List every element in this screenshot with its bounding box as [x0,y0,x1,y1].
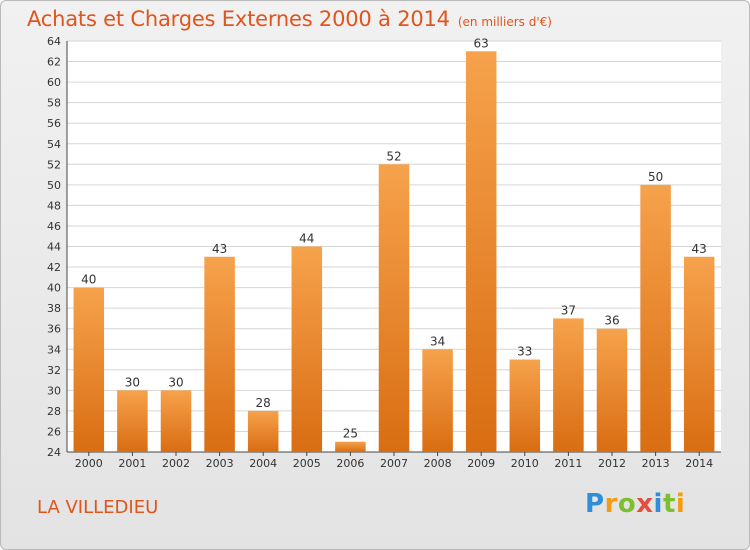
bar-2008 [422,349,453,452]
x-tick-label-2004: 2004 [249,457,277,470]
y-tick-label: 52 [47,158,61,171]
data-label-2007: 52 [386,149,401,163]
x-tick-label-2009: 2009 [467,457,495,470]
data-label-2010: 33 [517,345,532,359]
y-tick-label: 36 [47,323,61,336]
data-label-2013: 50 [648,170,663,184]
chart-title-text: Achats et Charges Externes 2000 à 2014 [27,7,450,31]
bar-2004 [247,410,279,452]
y-tick-label: 64 [47,35,61,48]
data-label-2014: 43 [692,242,707,256]
data-label-2004: 28 [256,396,271,410]
data-label-2012: 36 [604,314,619,328]
y-tick-label: 56 [47,117,61,130]
y-tick-label: 32 [47,364,61,377]
x-tick-label-2014: 2014 [685,457,713,470]
y-tick-label: 46 [47,220,61,233]
x-tick-label-2010: 2010 [511,457,539,470]
bar-2006 [335,441,366,452]
y-tick-label: 44 [47,241,61,254]
x-tick-label-2006: 2006 [336,457,364,470]
x-tick-label-2007: 2007 [380,457,408,470]
data-label-2005: 44 [299,232,314,246]
data-label-2003: 43 [212,242,227,256]
x-tick-label-2011: 2011 [554,457,582,470]
y-tick-label: 48 [47,199,61,212]
bar-2009 [465,51,497,453]
x-tick-label-2001: 2001 [118,457,146,470]
data-label-2002: 30 [168,375,183,389]
x-tick-label-2002: 2002 [162,457,190,470]
proxiti-logo: Proxiti [585,489,686,519]
bar-2000 [73,287,105,452]
data-label-2000: 40 [81,273,96,287]
y-tick-label: 38 [47,302,61,315]
y-tick-label: 58 [47,97,61,110]
y-tick-label: 30 [47,384,61,397]
bar-2014 [683,256,715,452]
x-tick-label-2005: 2005 [293,457,321,470]
y-tick-label: 28 [47,405,61,418]
y-tick-label: 24 [47,446,61,459]
chart-subtitle: (en milliers d'€) [457,15,552,29]
bar-2010 [509,359,541,452]
bar-2011 [553,318,584,452]
x-tick-label-2013: 2013 [642,457,670,470]
bar-2012 [596,328,628,452]
data-label-2001: 30 [125,375,140,389]
y-tick-label: 60 [47,76,61,89]
place-name: LA VILLEDIEU [37,497,159,518]
bar-2001 [117,390,148,452]
bar-2007 [378,164,410,453]
y-tick-label: 50 [47,179,61,192]
chart-title: Achats et Charges Externes 2000 à 2014 (e… [27,7,552,31]
bar-2013 [640,184,671,452]
y-tick-label: 34 [47,343,61,356]
data-label-2011: 37 [561,303,576,317]
x-tick-label-2000: 2000 [75,457,103,470]
x-tick-label-2003: 2003 [206,457,234,470]
bar-2002 [160,390,192,452]
y-tick-label: 54 [47,138,61,151]
y-tick-label: 40 [47,282,61,295]
y-tick-label: 62 [47,56,61,69]
bar-2005 [291,246,323,452]
y-tick-label: 42 [47,261,61,274]
y-tick-label: 26 [47,425,61,438]
data-label-2006: 25 [343,427,358,441]
data-label-2009: 63 [474,36,489,50]
bar-2003 [204,256,235,452]
data-label-2008: 34 [430,334,445,348]
x-tick-label-2012: 2012 [598,457,626,470]
x-tick-label-2008: 2008 [424,457,452,470]
